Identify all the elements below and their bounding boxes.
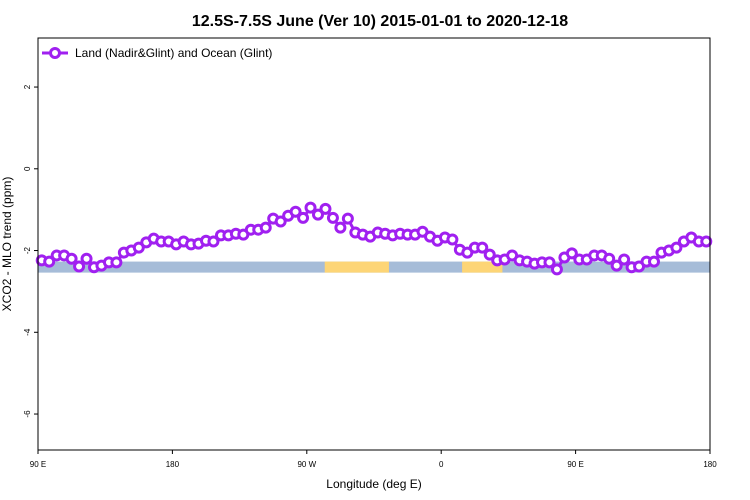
x-tick-label: 180 xyxy=(703,460,717,469)
x-tick-label: 180 xyxy=(166,460,180,469)
data-point xyxy=(207,235,220,248)
data-point xyxy=(132,241,145,254)
data-point xyxy=(259,221,272,234)
data-point xyxy=(289,205,302,218)
data-point xyxy=(648,255,660,268)
legend: Land (Nadir&Glint) and Ocean (Glint) xyxy=(42,46,272,60)
land-segment xyxy=(462,261,503,273)
data-point xyxy=(304,201,317,214)
data-point xyxy=(483,248,496,261)
x-axis: 90 E 180 90 W 0 90 E 180 xyxy=(30,450,717,469)
data-point xyxy=(319,202,332,215)
land-segment xyxy=(324,261,389,273)
x-tick-label: 90 E xyxy=(30,460,46,469)
x-axis-label: Longitude (deg E) xyxy=(326,477,421,491)
data-point xyxy=(43,255,56,268)
data-point xyxy=(700,235,713,248)
y-tick-label: -4 xyxy=(23,328,32,336)
data-point xyxy=(618,253,631,266)
data-point xyxy=(326,211,339,224)
y-axis-label: XCO2 - MLO trend (ppm) xyxy=(0,177,14,312)
data-point xyxy=(446,233,459,246)
data-point xyxy=(670,241,683,254)
x-tick-label: 90 E xyxy=(567,460,583,469)
data-point xyxy=(550,263,563,276)
data-point xyxy=(297,211,310,224)
data-point xyxy=(610,259,623,272)
x-tick-label: 0 xyxy=(439,460,444,469)
series-line xyxy=(35,201,713,276)
surface-band xyxy=(38,261,710,273)
y-tick-label: 2 xyxy=(23,84,32,89)
y-tick-label: -6 xyxy=(23,410,32,418)
data-point xyxy=(603,252,616,265)
legend-entry: Land (Nadir&Glint) and Ocean (Glint) xyxy=(75,46,272,60)
chart-title: 12.5S-7.5S June (Ver 10) 2015-01-01 to 2… xyxy=(192,13,568,30)
data-point xyxy=(73,260,86,273)
data-point xyxy=(543,256,556,269)
data-point xyxy=(80,252,93,265)
y-axis: 2 0 -2 -4 -6 xyxy=(23,84,38,418)
y-tick-label: 0 xyxy=(23,166,32,171)
plot-frame xyxy=(37,37,711,451)
data-point xyxy=(110,256,123,269)
legend-marker xyxy=(49,47,61,59)
data-point xyxy=(334,221,347,234)
data-point xyxy=(65,252,78,265)
data-point xyxy=(312,208,324,221)
data-point xyxy=(476,241,489,254)
y-tick-label: -2 xyxy=(23,246,32,254)
data-point xyxy=(341,212,354,225)
data-point xyxy=(565,247,578,260)
data-point xyxy=(274,215,287,228)
x-tick-label: 90 W xyxy=(297,460,316,469)
